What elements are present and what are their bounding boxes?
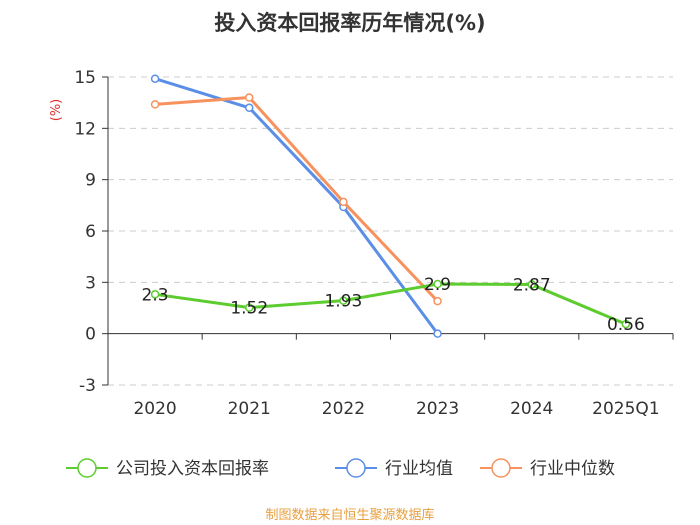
- series-point-2-2020: [150, 100, 160, 109]
- legend-item-0: 公司投入资本回报率: [66, 458, 269, 479]
- data-label-2020: 2.3: [142, 285, 169, 305]
- series-point-0-2022: [339, 296, 348, 305]
- chart-title: 投入资本回报率历年情况(%): [214, 11, 485, 35]
- series-point-0-2021: [245, 303, 254, 312]
- series-point-2-2022: [339, 197, 348, 207]
- series-line-0: [154, 282, 627, 326]
- data-label-2021: 1.52: [230, 299, 268, 319]
- legend-marker-1: [346, 458, 366, 478]
- series-0: [150, 279, 631, 329]
- legend-marker-0: [77, 458, 97, 478]
- x-tick-label-2021: 2021: [228, 399, 271, 419]
- source-note: 制图数据来自恒生聚源数据库: [265, 507, 434, 523]
- series-line-1: [154, 77, 439, 335]
- data-label-2022: 1.93: [324, 292, 362, 312]
- x-tick-label-2020: 2020: [133, 399, 176, 419]
- series-point-0-2020: [150, 290, 160, 299]
- legend-marker-2: [491, 458, 511, 478]
- data-label-layer: 2.3 1.52 1.93 2.9 2.87 0.56: [142, 275, 645, 335]
- series-point-1-2023: [433, 329, 442, 338]
- x-tick-label-2025Q1: 2025Q1: [592, 399, 659, 419]
- legend: 公司投入资本回报率 行业均值 行业中位数: [66, 458, 615, 479]
- series-layer: [150, 74, 631, 338]
- x-tick-label-2023: 2023: [416, 399, 459, 419]
- y-tick-label-3: 3: [85, 273, 96, 293]
- y-tick-label-12: 12: [74, 119, 96, 139]
- axis-layer: -3 0 3 6 9 12 15 2020 2021 2022 2023 2024 2025Q1: [74, 68, 674, 419]
- data-label-2025Q1: 0.56: [607, 315, 645, 335]
- series-point-1-2021: [245, 103, 254, 113]
- y-tick-label--3: -3: [79, 376, 96, 396]
- legend-label-1: 行业均值: [385, 459, 453, 479]
- y-tick-label-0: 0: [85, 325, 96, 345]
- series-line-2: [154, 96, 439, 303]
- series-point-0-2025Q1: [621, 319, 631, 329]
- series-point-2-2021: [245, 93, 254, 102]
- series-1: [150, 74, 442, 338]
- legend-item-1: 行业均值: [335, 458, 453, 479]
- series-point-1-2020: [150, 74, 160, 83]
- y-axis-label: (%): [49, 99, 64, 122]
- legend-label-2: 行业中位数: [530, 459, 615, 479]
- series-point-2-2023: [433, 296, 442, 306]
- x-tick-label-2022: 2022: [322, 399, 365, 419]
- legend-item-2: 行业中位数: [480, 458, 615, 479]
- legend-label-0: 公司投入资本回报率: [116, 459, 269, 479]
- data-label-2023: 2.9: [424, 275, 451, 295]
- series-2: [150, 93, 442, 306]
- y-tick-label-9: 9: [85, 171, 96, 191]
- series-point-0-2024: [527, 280, 536, 289]
- x-tick-label-2024: 2024: [510, 399, 553, 419]
- data-label-2024: 2.87: [513, 276, 551, 296]
- y-tick-label-15: 15: [74, 68, 96, 88]
- series-point-0-2023: [433, 279, 442, 289]
- y-tick-label-6: 6: [85, 222, 96, 242]
